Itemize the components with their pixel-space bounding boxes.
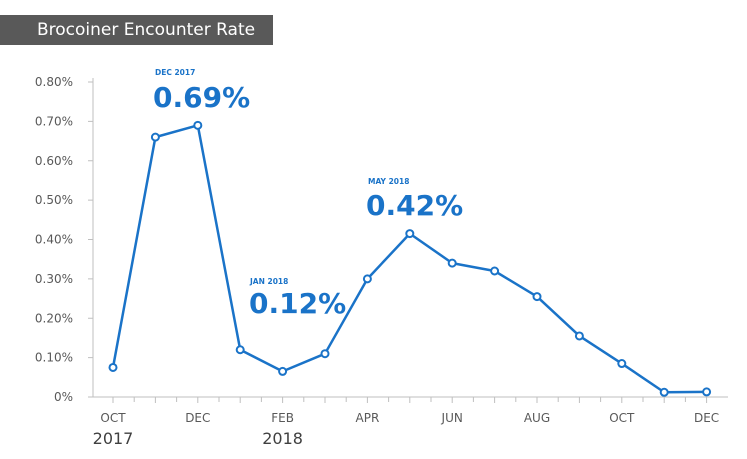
y-tick-label: 0.30% xyxy=(35,272,73,286)
data-point xyxy=(150,132,160,142)
data-point xyxy=(193,120,203,130)
data-point xyxy=(490,266,500,276)
y-tick-label: 0.20% xyxy=(35,311,73,325)
annotation-label: DEC 2017 xyxy=(155,68,195,77)
data-point xyxy=(108,362,118,372)
data-point xyxy=(405,229,415,239)
year-label: 2017 xyxy=(93,429,134,448)
annotation-value: 0.42% xyxy=(366,189,463,222)
x-tick-label: JUN xyxy=(441,411,463,425)
data-point xyxy=(320,349,330,359)
y-tick-label: 0.70% xyxy=(35,114,73,128)
x-tick-label: OCT xyxy=(100,411,126,425)
data-point xyxy=(574,331,584,341)
data-point xyxy=(447,258,457,268)
data-point xyxy=(702,387,712,397)
x-tick-label: FEB xyxy=(271,411,294,425)
annotation-value: 0.69% xyxy=(153,81,250,114)
data-point xyxy=(362,274,372,284)
x-tick-label: AUG xyxy=(524,411,550,425)
x-tick-label: APR xyxy=(356,411,380,425)
data-point xyxy=(617,359,627,369)
annotation-label: MAY 2018 xyxy=(368,177,409,186)
y-tick-label: 0.50% xyxy=(35,193,73,207)
x-tick-label: DEC xyxy=(694,411,719,425)
data-point xyxy=(235,345,245,355)
series-line xyxy=(111,124,707,394)
annotation-value: 0.12% xyxy=(249,287,346,320)
data-point xyxy=(659,387,669,397)
y-tick-label: 0% xyxy=(54,390,73,404)
chart-title: Brocoiner Encounter Rate xyxy=(0,15,273,45)
x-tick-label: OCT xyxy=(609,411,635,425)
y-tick-label: 0.80% xyxy=(35,75,73,89)
y-tick-label: 0.60% xyxy=(35,154,73,168)
y-tick-label: 0.10% xyxy=(35,351,73,365)
data-point xyxy=(532,292,542,302)
y-tick-label: 0.40% xyxy=(35,233,73,247)
annotation-label: JAN 2018 xyxy=(249,277,288,286)
year-label: 2018 xyxy=(262,429,303,448)
data-point xyxy=(278,366,288,376)
x-tick-label: DEC xyxy=(185,411,210,425)
